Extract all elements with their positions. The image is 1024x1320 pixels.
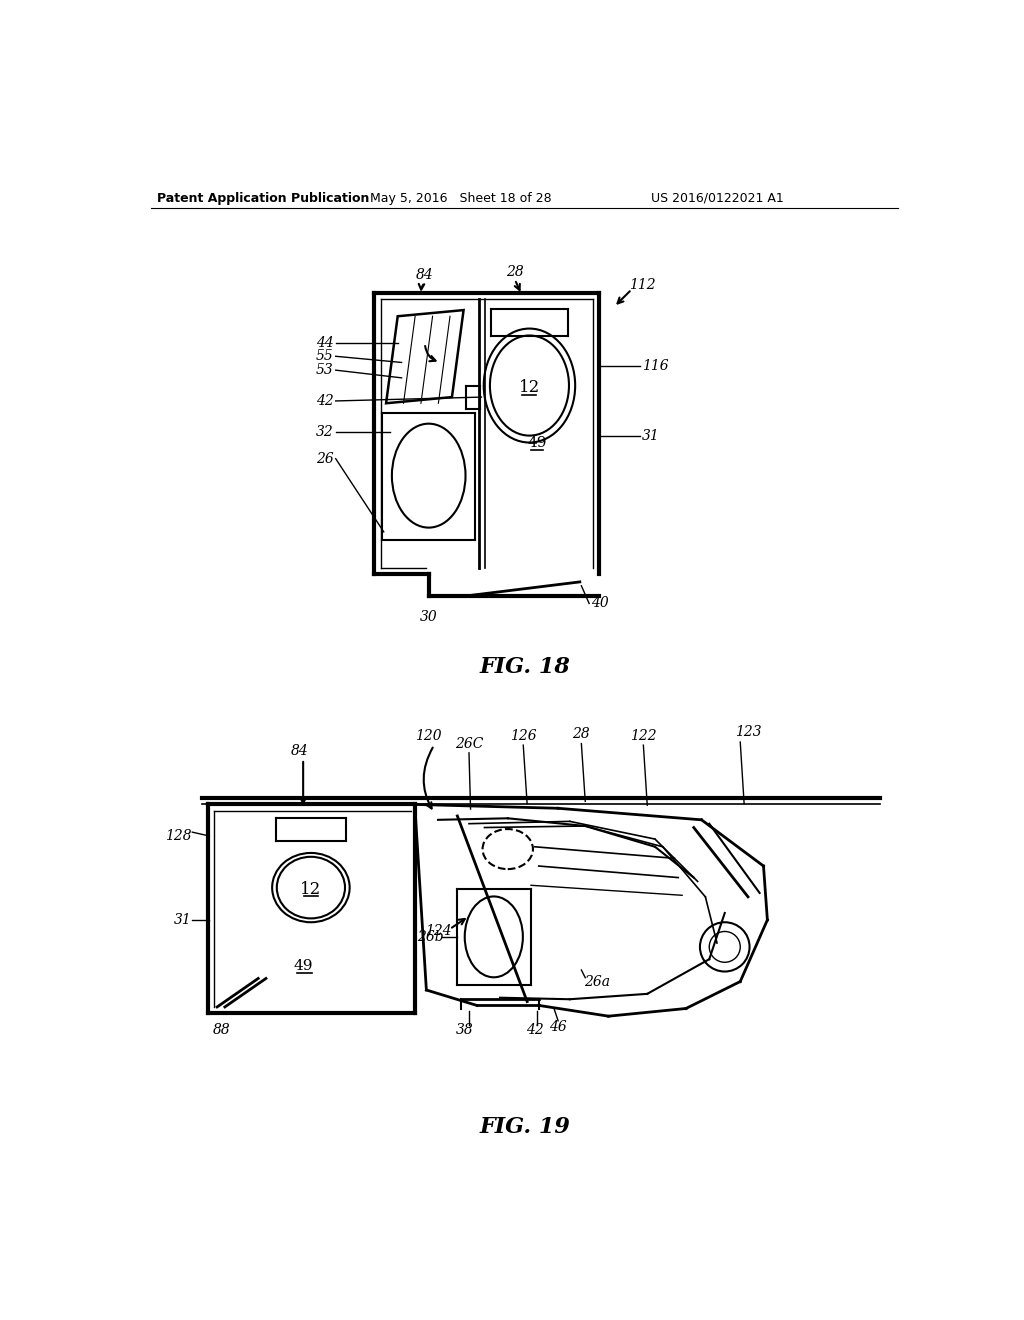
Text: 53: 53: [315, 363, 334, 378]
Text: 88: 88: [213, 1023, 230, 1038]
Text: 28: 28: [506, 265, 523, 280]
Text: 12: 12: [300, 880, 322, 898]
Text: 124: 124: [425, 924, 452, 939]
Text: May 5, 2016   Sheet 18 of 28: May 5, 2016 Sheet 18 of 28: [371, 191, 552, 205]
Text: 112: 112: [629, 279, 655, 293]
Text: 123: 123: [734, 725, 761, 739]
Text: 32: 32: [315, 425, 334, 438]
Text: 84: 84: [291, 744, 308, 758]
Text: 46: 46: [549, 1020, 567, 1034]
Text: 128: 128: [165, 829, 191, 843]
Text: 122: 122: [630, 729, 656, 743]
Text: 31: 31: [642, 429, 659, 442]
Text: Patent Application Publication: Patent Application Publication: [158, 191, 370, 205]
Text: FIG. 18: FIG. 18: [479, 656, 570, 677]
Text: 38: 38: [457, 1023, 474, 1038]
Text: 31: 31: [174, 913, 191, 927]
Text: 120: 120: [416, 729, 442, 743]
Text: 12: 12: [519, 379, 540, 396]
Ellipse shape: [276, 857, 345, 919]
Text: 40: 40: [592, 597, 609, 610]
Text: FIG. 19: FIG. 19: [479, 1117, 570, 1138]
Text: 55: 55: [315, 350, 334, 363]
Text: 126: 126: [510, 729, 537, 743]
Text: 116: 116: [642, 359, 669, 374]
Text: 44: 44: [315, 337, 334, 350]
Text: 49: 49: [527, 437, 547, 450]
Text: 42: 42: [315, 393, 334, 408]
Text: 42: 42: [526, 1023, 544, 1038]
Text: 26C: 26C: [455, 737, 483, 751]
Text: 26: 26: [315, 451, 334, 466]
Text: 28: 28: [572, 727, 590, 742]
Text: 26b: 26b: [417, 929, 443, 944]
Text: 26a: 26a: [584, 974, 610, 989]
Text: US 2016/0122021 A1: US 2016/0122021 A1: [650, 191, 783, 205]
Text: 84: 84: [416, 268, 434, 282]
Text: 49: 49: [294, 960, 313, 973]
Ellipse shape: [489, 335, 569, 436]
Text: 30: 30: [420, 610, 437, 623]
